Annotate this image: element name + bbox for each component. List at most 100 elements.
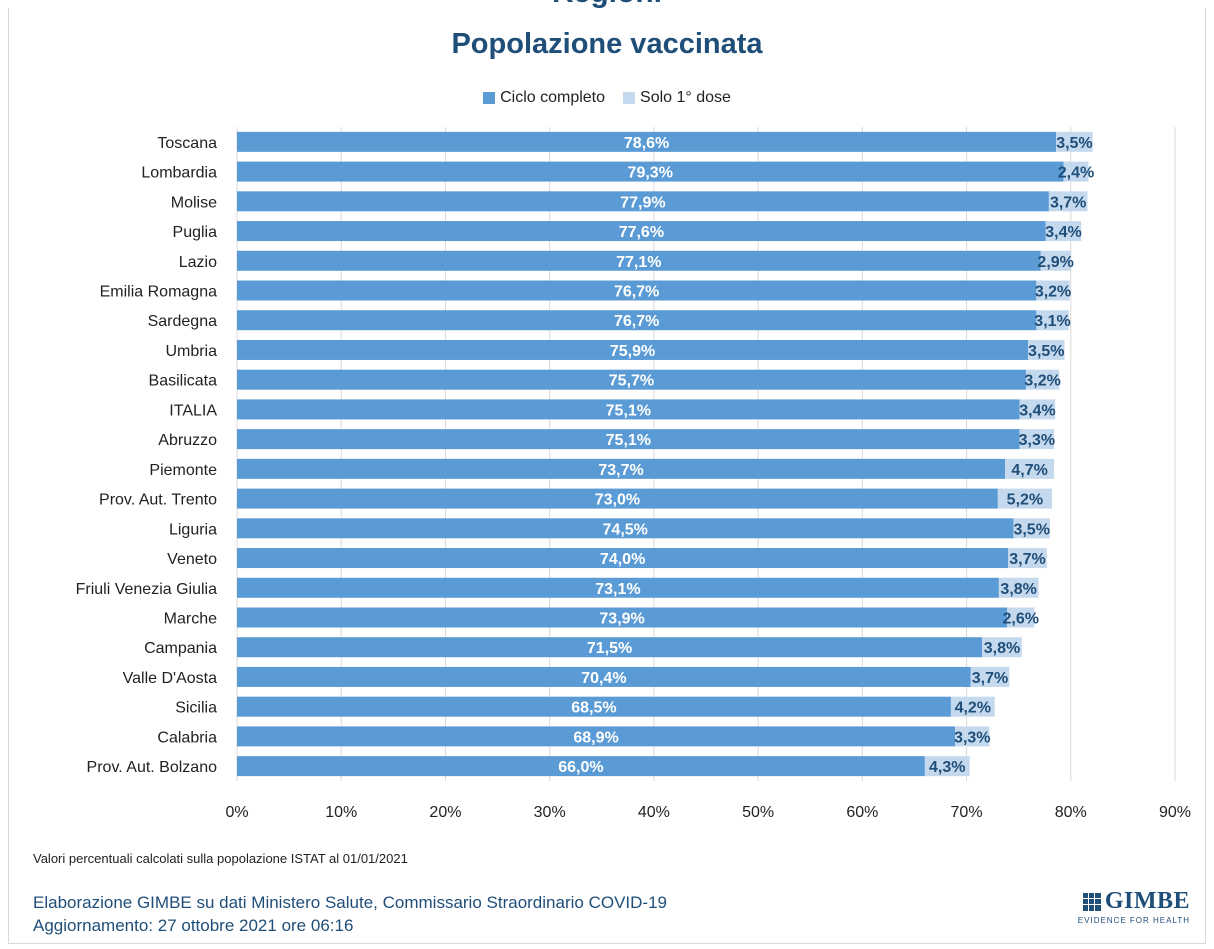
data-label-ciclo-completo: 75,1% [606, 402, 651, 419]
category-label: Prov. Aut. Bolzano [87, 759, 218, 776]
data-label-ciclo-completo: 73,7% [598, 462, 643, 479]
bar-ciclo-completo [237, 607, 1008, 628]
data-label-solo-prima-dose: 3,4% [1045, 224, 1081, 241]
bar-solo-prima-dose [924, 756, 970, 777]
x-tick-label: 50% [742, 804, 774, 821]
data-label-ciclo-completo: 74,0% [600, 551, 645, 568]
data-label-solo-prima-dose: 2,4% [1058, 165, 1094, 182]
category-label: Friuli Venezia Giulia [76, 581, 218, 598]
data-label-ciclo-completo: 75,9% [610, 343, 655, 360]
bar-ciclo-completo [237, 221, 1046, 242]
bar-ciclo-completo [237, 637, 983, 658]
category-label: Liguria [169, 521, 217, 538]
data-label-solo-prima-dose: 3,3% [1019, 432, 1055, 449]
logo-tagline: EVIDENCE FOR HEALTH [1077, 916, 1190, 925]
category-label: Valle D'Aosta [123, 670, 217, 687]
category-label: Emilia Romagna [100, 284, 217, 301]
data-label-solo-prima-dose: 2,9% [1037, 254, 1073, 271]
bar-solo-prima-dose [1008, 548, 1047, 569]
data-label-ciclo-completo: 76,7% [614, 284, 659, 301]
data-label-ciclo-completo: 77,1% [616, 254, 661, 271]
bar-solo-prima-dose [1007, 607, 1035, 628]
data-label-ciclo-completo: 76,7% [614, 313, 659, 330]
x-tick-label: 80% [1055, 804, 1087, 821]
data-label-ciclo-completo: 79,3% [628, 165, 673, 182]
bar-solo-prima-dose [1063, 161, 1089, 182]
category-label: ITALIA [169, 402, 217, 419]
bar-solo-prima-dose [982, 637, 1022, 658]
gimbe-logo: GIMBE EVIDENCE FOR HEALTH [1062, 888, 1190, 925]
legend-item-solo-prima-dose: Solo 1° dose [623, 89, 731, 107]
category-label: Lombardia [141, 165, 217, 182]
logo-name: GIMBE [1104, 888, 1190, 914]
category-label: Toscana [157, 135, 217, 152]
bar-ciclo-completo [237, 429, 1020, 450]
data-label-solo-prima-dose: 4,3% [929, 759, 965, 776]
data-label-ciclo-completo: 71,5% [587, 640, 632, 657]
category-label: Campania [144, 640, 217, 657]
legend-swatch-ciclo-completo [483, 92, 496, 104]
source-text: Elaborazione GIMBE su dati Ministero Sal… [33, 891, 667, 937]
bar-solo-prima-dose [1036, 310, 1069, 331]
data-label-solo-prima-dose: 3,2% [1035, 284, 1071, 301]
x-tick-label: 0% [225, 804, 248, 821]
bar-solo-prima-dose [970, 666, 1010, 687]
data-label-solo-prima-dose: 3,5% [1013, 521, 1049, 538]
data-label-ciclo-completo: 68,9% [573, 729, 618, 746]
logo-grid-icon [1082, 892, 1101, 911]
x-tick-label: 30% [534, 804, 566, 821]
bar-ciclo-completo [237, 310, 1037, 331]
chart-frame [8, 8, 1206, 944]
x-tick-label: 60% [846, 804, 878, 821]
category-label: Sardegna [148, 313, 217, 330]
category-label: Sicilia [175, 700, 217, 717]
bar-ciclo-completo [237, 518, 1014, 539]
x-tick-label: 70% [951, 804, 983, 821]
bar-solo-prima-dose [1045, 221, 1082, 242]
category-label: Prov. Aut. Trento [99, 492, 217, 509]
data-label-ciclo-completo: 74,5% [603, 521, 648, 538]
data-label-solo-prima-dose: 3,1% [1034, 313, 1070, 330]
data-label-solo-prima-dose: 3,5% [1056, 135, 1092, 152]
bar-ciclo-completo [237, 161, 1064, 182]
data-label-solo-prima-dose: 2,6% [1003, 611, 1039, 628]
source-line: Elaborazione GIMBE su dati Ministero Sal… [33, 893, 667, 912]
data-label-solo-prima-dose: 3,7% [1050, 194, 1086, 211]
cut-off-title: Regioni [0, 0, 1214, 10]
bar-ciclo-completo [237, 577, 999, 598]
data-label-solo-prima-dose: 3,3% [954, 729, 990, 746]
data-label-ciclo-completo: 78,6% [624, 135, 669, 152]
footnote: Valori percentuali calcolati sulla popol… [33, 851, 408, 866]
category-label: Lazio [179, 254, 217, 271]
legend: Ciclo completo Solo 1° dose [0, 89, 1214, 107]
bar-ciclo-completo [237, 548, 1009, 569]
category-label: Abruzzo [158, 432, 217, 449]
category-label: Calabria [157, 729, 217, 746]
data-label-solo-prima-dose: 3,4% [1019, 402, 1055, 419]
x-tick-label: 20% [429, 804, 461, 821]
legend-label-solo-prima-dose: Solo 1° dose [640, 89, 731, 106]
bar-solo-prima-dose [1025, 369, 1060, 390]
bar-solo-prima-dose [998, 577, 1039, 598]
data-label-solo-prima-dose: 3,8% [984, 640, 1020, 657]
data-label-solo-prima-dose: 3,8% [1000, 581, 1036, 598]
data-label-ciclo-completo: 66,0% [558, 759, 603, 776]
data-label-solo-prima-dose: 3,2% [1024, 373, 1060, 390]
x-tick-label: 10% [325, 804, 357, 821]
bar-solo-prima-dose [1036, 280, 1070, 301]
data-label-solo-prima-dose: 5,2% [1007, 492, 1043, 509]
category-label: Molise [171, 194, 217, 211]
data-label-ciclo-completo: 68,5% [571, 700, 616, 717]
bar-ciclo-completo [237, 756, 925, 777]
data-label-ciclo-completo: 73,0% [595, 492, 640, 509]
data-label-solo-prima-dose: 3,7% [1009, 551, 1045, 568]
bar-ciclo-completo [237, 726, 956, 747]
bar-ciclo-completo [237, 696, 951, 717]
bar-ciclo-completo [237, 488, 998, 509]
legend-label-ciclo-completo: Ciclo completo [500, 89, 606, 106]
data-label-ciclo-completo: 77,6% [619, 224, 664, 241]
data-label-ciclo-completo: 70,4% [581, 670, 626, 687]
data-label-ciclo-completo: 73,1% [595, 581, 640, 598]
update-line: Aggiornamento: 27 ottobre 2021 ore 06:16 [33, 916, 354, 935]
